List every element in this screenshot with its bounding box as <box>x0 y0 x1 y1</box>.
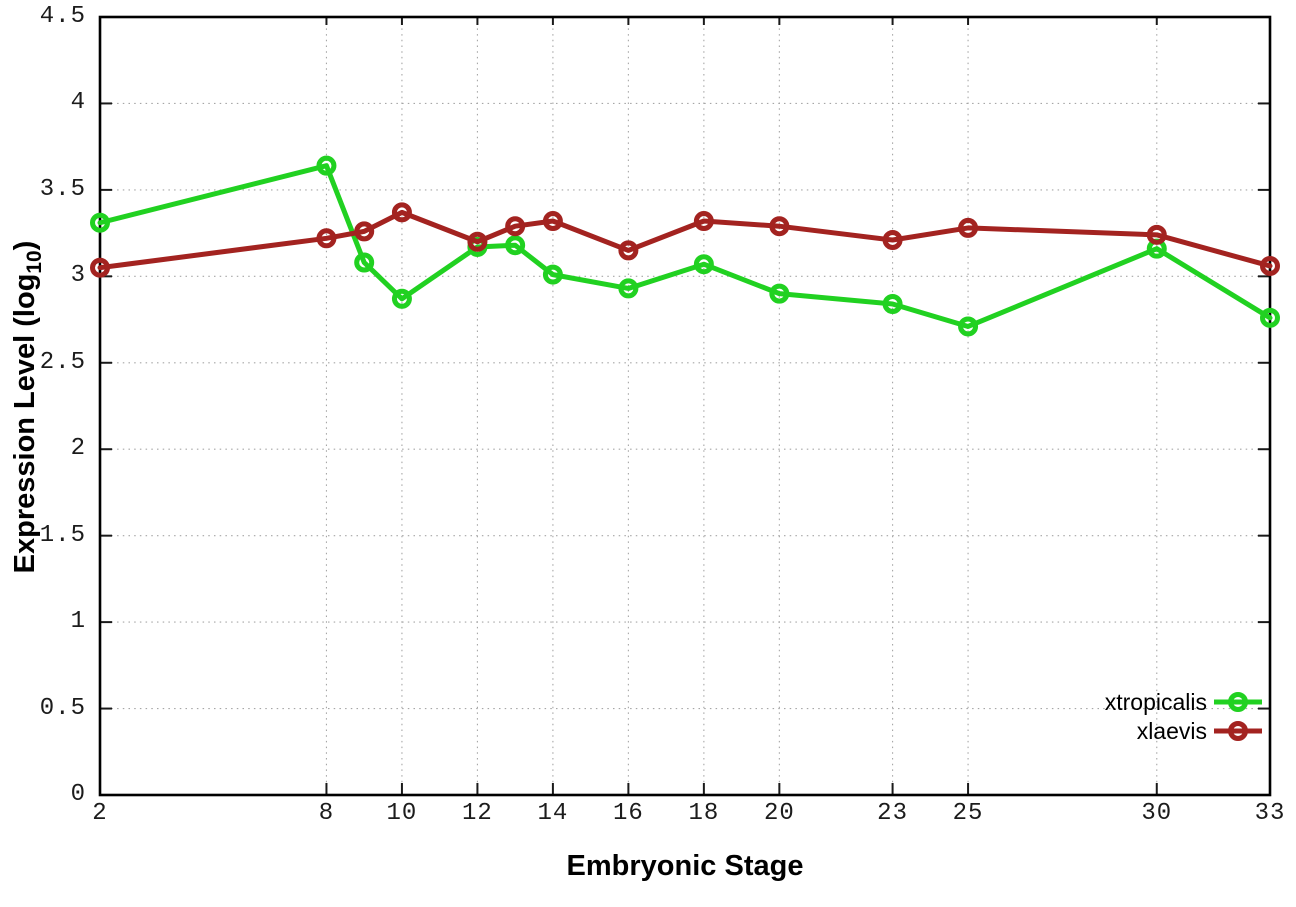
data-point-xtropicalis <box>316 155 337 176</box>
x-tick-label-25: 25 <box>952 800 984 827</box>
data-point-xtropicalis <box>618 278 639 299</box>
legend-label-xtropicalis: xtropicalis <box>1104 689 1207 715</box>
x-axis-title: Embryonic Stage <box>566 850 804 882</box>
data-point-xlaevis <box>391 202 412 223</box>
data-point-xlaevis <box>618 240 639 261</box>
y-tick-label-0.5: 0.5 <box>39 694 86 722</box>
data-point-xtropicalis <box>1260 307 1280 328</box>
y-tick-label-1.5: 1.5 <box>39 521 86 549</box>
data-point-xtropicalis <box>542 264 563 285</box>
data-point-xlaevis <box>882 230 903 251</box>
y-tick-label-0: 0 <box>70 781 86 808</box>
data-point-xtropicalis <box>769 283 790 304</box>
y-tick-label-3.5: 3.5 <box>39 175 86 203</box>
x-tick-label-2: 2 <box>92 800 108 827</box>
legend-label-xlaevis: xlaevis <box>1136 718 1207 744</box>
legend-sample-marker-xlaevis <box>1228 721 1248 741</box>
y-tick-label-2: 2 <box>70 435 86 463</box>
data-point-xtropicalis <box>354 252 375 273</box>
data-point-xtropicalis <box>505 235 526 256</box>
y-tick-label-2.5: 2.5 <box>39 348 86 376</box>
y-axis-title-subscript: 10 <box>22 250 46 274</box>
series-line-xlaevis <box>97 209 1273 271</box>
data-point-xtropicalis <box>882 293 903 314</box>
x-tick-label-23: 23 <box>877 800 908 827</box>
data-point-xtropicalis <box>958 316 979 337</box>
plot-border <box>98 15 1272 797</box>
data-point-xtropicalis <box>90 212 110 233</box>
data-point-xlaevis <box>316 228 337 249</box>
x-tick-label-30: 30 <box>1141 800 1173 827</box>
data-point-xlaevis <box>1146 224 1167 245</box>
data-point-xlaevis <box>354 221 375 242</box>
data-point-xlaevis <box>958 217 979 238</box>
y-tick-label-3: 3 <box>70 262 86 290</box>
x-tick-label-20: 20 <box>763 800 795 827</box>
data-point-xlaevis <box>505 216 526 237</box>
data-point-xlaevis <box>467 231 488 252</box>
x-tick-label-33: 33 <box>1254 800 1286 827</box>
data-point-xlaevis <box>90 257 110 278</box>
x-tick-label-18: 18 <box>688 800 720 827</box>
y-axis-title-suffix: ) <box>9 240 41 251</box>
x-tick-label-8: 8 <box>318 800 335 827</box>
data-point-xlaevis <box>769 216 790 237</box>
x-tick-label-14: 14 <box>537 800 569 827</box>
y-tick-label-1: 1 <box>70 608 86 636</box>
x-tick-label-10: 10 <box>386 800 418 827</box>
data-point-xlaevis <box>1260 255 1280 276</box>
x-tick-label-12: 12 <box>462 800 493 827</box>
data-point-xlaevis <box>693 211 714 232</box>
legend-sample-marker-xtropicalis <box>1228 692 1248 712</box>
y-axis-title-text: Expression Level (log <box>9 273 41 574</box>
data-point-xlaevis <box>542 211 563 232</box>
y-tick-label-4.5: 4.5 <box>39 3 86 30</box>
data-point-xtropicalis <box>391 288 412 309</box>
y-axis-title: Expression Level (log10) <box>9 7 46 807</box>
x-tick-label-16: 16 <box>612 800 644 827</box>
data-point-xtropicalis <box>693 254 714 275</box>
y-tick-label-4: 4 <box>70 89 86 117</box>
